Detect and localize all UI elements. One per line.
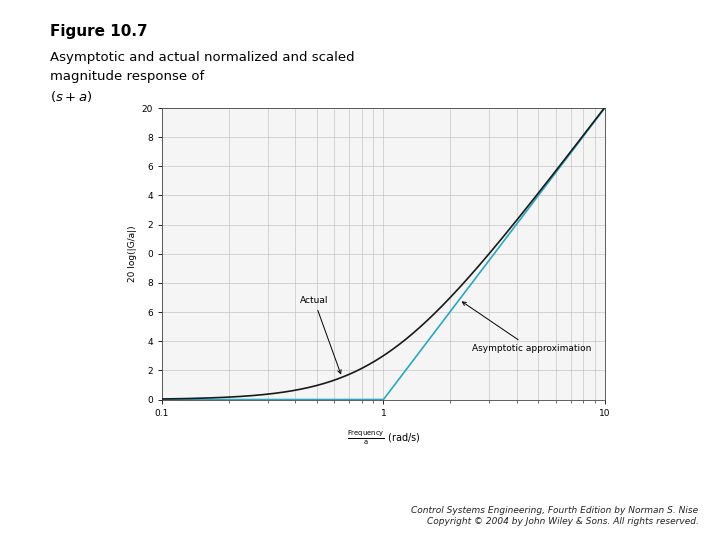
Text: magnitude response of: magnitude response of [50, 70, 204, 83]
Text: $(s + a)$: $(s + a)$ [50, 89, 93, 104]
Text: Control Systems Engineering, Fourth Edition by Norman S. Nise
Copyright © 2004 b: Control Systems Engineering, Fourth Edit… [411, 505, 698, 526]
Text: Asymptotic approximation: Asymptotic approximation [462, 302, 591, 353]
Text: $\frac{\rm Frequency}{a}$ (rad/s): $\frac{\rm Frequency}{a}$ (rad/s) [346, 429, 420, 447]
Text: Asymptotic and actual normalized and scaled: Asymptotic and actual normalized and sca… [50, 51, 355, 64]
Y-axis label: 20 log(|G/a|): 20 log(|G/a|) [128, 226, 138, 282]
Text: Actual: Actual [300, 296, 341, 374]
Text: Figure 10.7: Figure 10.7 [50, 24, 148, 39]
